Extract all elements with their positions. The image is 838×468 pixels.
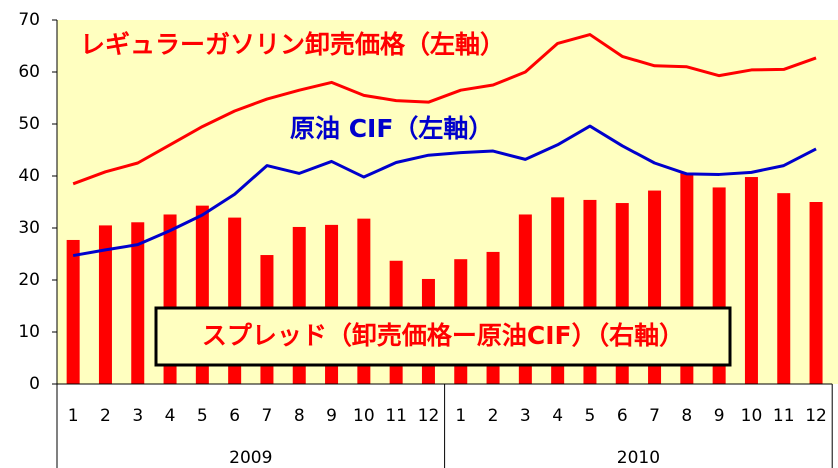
annotation: レギュラーガソリン卸売価格（左軸） [80,30,505,59]
x-tick-label: 12 [805,406,827,426]
bar [66,239,80,384]
bar [809,202,823,384]
x-tick-label: 5 [585,406,596,426]
y-tick-label: 70 [18,10,40,30]
line [72,33,817,186]
x-tick-label: 7 [649,406,660,426]
x-tick-label: 11 [773,406,795,426]
x-tick-label: 1 [455,406,466,426]
y-tick-label: 0 [29,374,40,394]
x-tick-label: 6 [229,406,240,426]
line [72,124,817,258]
x-tick-label: 4 [552,406,563,426]
bar [131,222,145,384]
y-tick-label: 30 [18,218,40,238]
bar [98,225,112,384]
x-tick-label: 9 [714,406,725,426]
x-tick-label: 11 [385,406,407,426]
y-tick-label: 50 [18,114,40,134]
x-tick-label: 3 [520,406,531,426]
x-tick-label: 5 [197,406,208,426]
x-tick-label: 8 [294,406,305,426]
annotation: 原油 CIF（左軸） [290,114,493,143]
x-tick-label: 8 [681,406,692,426]
group-label: 2009 [229,448,272,468]
x-tick-label: 4 [165,406,176,426]
x-tick-label: 2 [100,406,111,426]
annotation: スプレッド（卸売価格ー原油CIF）（右軸） [202,321,684,350]
x-tick-label: 10 [353,406,375,426]
y-tick-label: 60 [18,62,40,82]
y-tick-label: 40 [18,166,40,186]
bar [777,193,791,384]
x-tick-label: 1 [68,406,79,426]
x-tick-label: 12 [418,406,440,426]
x-tick-label: 7 [262,406,273,426]
y-tick-label: 10 [18,322,40,342]
annotation-box [154,306,732,367]
x-tick-label: 10 [741,406,763,426]
group-label: 2010 [617,448,660,468]
x-tick-label: 6 [617,406,628,426]
x-tick-label: 9 [326,406,337,426]
y-tick-label: 20 [18,270,40,290]
bar [744,177,758,384]
x-tick-label: 3 [132,406,143,426]
x-tick-label: 2 [488,406,499,426]
